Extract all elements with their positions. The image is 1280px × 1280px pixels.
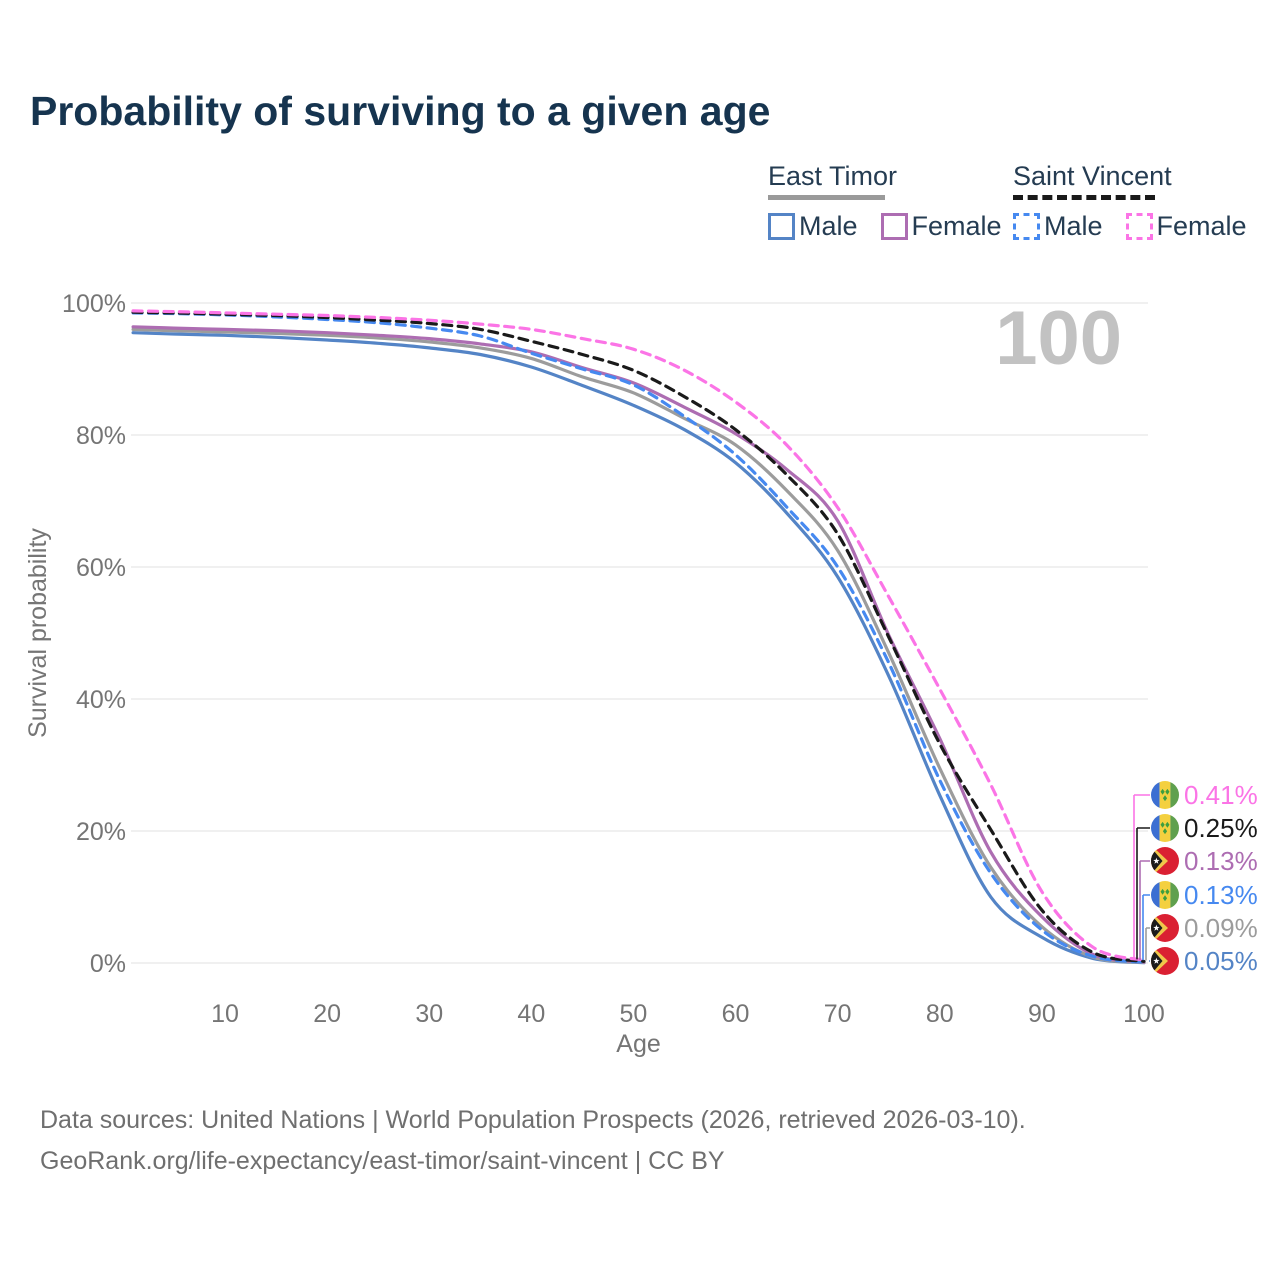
x-tick-10: 10 bbox=[211, 1000, 239, 1028]
end-label-value: 0.05% bbox=[1184, 945, 1258, 976]
east-timor-flag-icon bbox=[1151, 947, 1179, 975]
saint-vincent-female-swatch bbox=[1125, 213, 1153, 240]
end-label-connector-east-timor-both bbox=[1145, 927, 1150, 961]
east-timor-female-swatch bbox=[880, 213, 908, 240]
y-tick-40: 40% bbox=[76, 686, 126, 714]
saint-vincent-male-swatch bbox=[1013, 213, 1040, 240]
end-label-saint-vincent-both: 0.25% bbox=[1151, 812, 1258, 843]
x-tick-20: 20 bbox=[313, 1000, 341, 1028]
x-tick-50: 50 bbox=[620, 1000, 648, 1028]
x-axis-title: Age bbox=[616, 1030, 660, 1058]
x-tick-60: 60 bbox=[722, 1000, 750, 1028]
y-axis-title: Survival probability bbox=[24, 528, 52, 738]
end-label-value: 0.41% bbox=[1184, 779, 1258, 810]
attribution-line: GeoRank.org/life-expectancy/east-timor/s… bbox=[40, 1147, 725, 1175]
series-line-east-timor-both bbox=[131, 327, 1146, 964]
saint-vincent-line-style-swatch bbox=[1013, 195, 1155, 200]
legend-east-timor-title: East Timor bbox=[768, 161, 898, 191]
series-line-east-timor-female bbox=[131, 325, 1146, 964]
y-tick-80: 80% bbox=[76, 422, 126, 450]
end-label-saint-vincent-female: 0.41% bbox=[1151, 779, 1258, 810]
x-tick-80: 80 bbox=[926, 1000, 954, 1028]
east-timor-female-label: Female bbox=[911, 211, 1002, 241]
end-label-east-timor-female: 0.13% bbox=[1151, 845, 1258, 876]
end-label-east-timor-male: 0.05% bbox=[1151, 945, 1258, 976]
x-tick-100: 100 bbox=[1123, 1000, 1165, 1028]
y-tick-0: 0% bbox=[90, 950, 126, 978]
x-tick-30: 30 bbox=[415, 1000, 443, 1028]
end-label-connector-saint-vincent-female bbox=[1133, 794, 1150, 959]
y-tick-20: 20% bbox=[76, 818, 126, 846]
saint-vincent-flag-icon bbox=[1151, 881, 1179, 909]
x-tick-70: 70 bbox=[824, 1000, 852, 1028]
y-tick-60: 60% bbox=[76, 554, 126, 582]
legend-group-east-timor: East Timor Male Female bbox=[768, 161, 1002, 242]
end-label-east-timor-both: 0.09% bbox=[1151, 912, 1258, 943]
series-line-saint-vincent-male bbox=[131, 311, 1146, 964]
end-label-value: 0.13% bbox=[1184, 845, 1258, 876]
legend-saint-vincent-title: Saint Vincent bbox=[1013, 161, 1172, 191]
end-label-saint-vincent-male: 0.13% bbox=[1151, 879, 1258, 910]
series-line-east-timor-male bbox=[131, 331, 1146, 965]
series-line-saint-vincent-female bbox=[131, 309, 1146, 962]
east-timor-male-label: Male bbox=[799, 211, 858, 241]
saint-vincent-female-label: Female bbox=[1156, 211, 1247, 241]
end-label-connector-saint-vincent-both bbox=[1136, 827, 1150, 960]
age-100-watermark: 100 bbox=[995, 296, 1122, 381]
east-timor-flag-icon bbox=[1151, 847, 1179, 875]
east-timor-line-style-swatch bbox=[768, 195, 885, 200]
saint-vincent-flag-icon bbox=[1151, 814, 1179, 842]
end-label-value: 0.25% bbox=[1184, 812, 1258, 843]
end-label-value: 0.13% bbox=[1184, 879, 1258, 910]
x-tick-90: 90 bbox=[1028, 1000, 1056, 1028]
page-title: Probability of surviving to a given age bbox=[30, 88, 771, 134]
y-tick-100: 100% bbox=[62, 290, 126, 318]
east-timor-flag-icon bbox=[1151, 914, 1179, 942]
end-label-connector-saint-vincent-male bbox=[1142, 894, 1150, 961]
series-line-saint-vincent-both bbox=[131, 310, 1146, 963]
east-timor-male-swatch bbox=[768, 213, 795, 240]
x-tick-40: 40 bbox=[517, 1000, 545, 1028]
saint-vincent-male-label: Male bbox=[1044, 211, 1103, 241]
legend-group-saint-vincent: Saint Vincent Male Female bbox=[1013, 161, 1247, 242]
saint-vincent-flag-icon bbox=[1151, 781, 1179, 809]
data-sources-line: Data sources: United Nations | World Pop… bbox=[40, 1106, 1026, 1134]
end-label-value: 0.09% bbox=[1184, 912, 1258, 943]
end-label-connector-east-timor-female bbox=[1139, 860, 1150, 961]
